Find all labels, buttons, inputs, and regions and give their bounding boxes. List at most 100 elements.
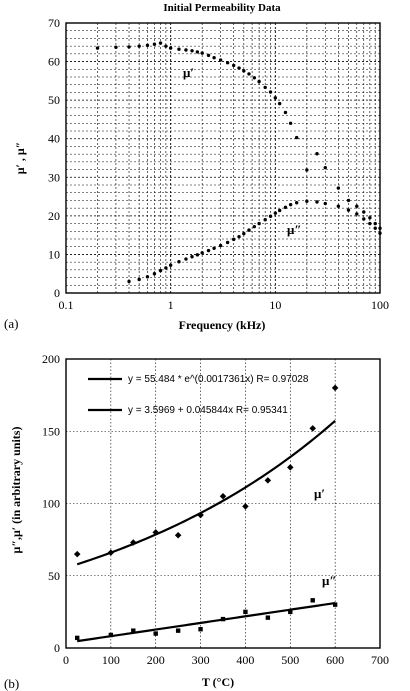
chart-b-x-tick-label: 300 — [192, 653, 210, 667]
chart-b-point-mu-double-prime — [265, 615, 271, 620]
chart-a-point-mu-prime — [346, 198, 351, 203]
chart-a-x-label: Frequency (kHz) — [179, 318, 266, 332]
chart-a-point-mu-prime — [184, 48, 188, 52]
chart-b-point-mu-prime — [219, 493, 227, 500]
chart-a-point-mu-prime — [145, 43, 150, 48]
chart-a-point-mu-double-prime — [137, 277, 141, 282]
chart-a-point-mu-double-prime — [145, 275, 150, 279]
chart-b-point-mu-prime — [73, 550, 81, 558]
chart-b-fit-equation-1: y = 55.484 * e^(0.0017361x) R= 0.97028 — [128, 374, 309, 385]
chart-a-point-mu-double-prime — [346, 208, 351, 212]
chart-a-point-mu-prime — [152, 42, 157, 46]
chart-a-point-mu-double-prime — [277, 208, 282, 213]
chart-b-plot-frame — [65, 358, 381, 649]
chart-a-point-mu-double-prime — [247, 228, 251, 232]
chart-a-point-mu-prime — [257, 79, 261, 84]
chart-b-ticks: 0 100 200 300 400 500 600 700 0 50 100 150 200 — [42, 352, 389, 667]
chart-a-point-mu-prime — [168, 46, 173, 50]
chart-a-point-mu-double-prime — [168, 263, 173, 267]
chart-a-point-mu-prime — [288, 121, 293, 125]
chart-a-point-mu-double-prime — [294, 201, 299, 205]
chart-b-y-tick-label: 50 — [48, 569, 60, 583]
chart-a-point-mu-prime — [373, 221, 377, 226]
chart-a-x-tick-label: 0.1 — [59, 298, 74, 312]
chart-b-fit-equation-2: y = 3.5969 + 0.045844x R= 0.95341 — [128, 405, 288, 416]
chart-a-point-mu-prime — [218, 58, 223, 62]
chart-a-point-mu-prime — [362, 210, 366, 214]
chart-b-x-tick-label: 600 — [326, 653, 344, 667]
chart-a-y-tick-label: 40 — [48, 132, 60, 146]
chart-a-point-mu-prime — [273, 96, 278, 100]
chart-b-marks — [73, 384, 339, 643]
chart-b-point-mu-double-prime — [220, 616, 226, 622]
chart-a-point-mu-double-prime — [231, 237, 236, 242]
chart-a-panel-label: (a) — [4, 316, 18, 331]
chart-a-point-mu-prime — [263, 85, 267, 90]
chart-a-grid — [66, 23, 380, 293]
chart-a-point-mu-prime — [212, 56, 216, 60]
chart-a-point-mu-prime — [137, 44, 141, 48]
chart-a-point-mu-double-prime — [190, 255, 194, 259]
chart-a-point-mu-double-prime — [355, 212, 359, 216]
chart-a-point-mu-prime — [158, 41, 163, 45]
chart-a-point-mu-prime — [294, 135, 299, 140]
chart-a-point-mu-prime — [237, 66, 241, 70]
chart-b-point-mu-prime — [107, 549, 115, 556]
chart-a-marks — [95, 41, 382, 284]
chart-a-y-tick-label: 60 — [48, 55, 60, 69]
chart-a-point-mu-double-prime — [206, 248, 211, 253]
chart-b-point-mu-prime — [130, 539, 137, 546]
chart-a-point-mu-prime — [242, 69, 246, 73]
chart-a-point-mu-double-prime — [378, 231, 382, 235]
chart-b-x-tick-label: 200 — [147, 653, 165, 667]
chart-b-point-mu-double-prime — [175, 628, 181, 633]
chart-b-grid — [66, 359, 380, 648]
chart-a-point-mu-double-prime — [195, 253, 200, 257]
chart-a-x-tick-label: 10 — [269, 298, 281, 312]
chart-a-point-mu-double-prime — [305, 199, 309, 203]
chart-a-point-mu-double-prime — [362, 217, 366, 221]
chart-a: Initial Permeability Data 0.1 1 10 100 0 10 20… — [4, 2, 389, 332]
chart-a-y-tick-label: 0 — [54, 286, 60, 300]
chart-b-point-mu-prime — [197, 511, 204, 519]
chart-b-point-mu-prime — [174, 532, 182, 539]
chart-a-point-mu-double-prime — [127, 279, 131, 284]
chart-a-point-mu-prime — [252, 76, 257, 80]
chart-a-curve-label-mu-double-prime: μ″ — [287, 222, 302, 237]
chart-a-point-mu-prime — [305, 168, 309, 172]
chart-b-x-tick-label: 700 — [371, 653, 389, 667]
chart-a-point-mu-double-prime — [257, 221, 261, 226]
chart-a-y-tick-label: 70 — [48, 16, 60, 30]
chart-b-y-tick-label: 100 — [42, 497, 60, 511]
chart-a-point-mu-double-prime — [336, 204, 341, 208]
chart-b-point-mu-prime — [287, 464, 294, 471]
chart-a-plot-frame — [65, 22, 381, 294]
chart-a-point-mu-prime — [225, 61, 230, 65]
chart-b-fit-line-mu-double-prime — [77, 601, 336, 643]
chart-a-point-mu-prime — [336, 186, 341, 190]
chart-a-point-mu-double-prime — [237, 234, 241, 239]
chart-a-point-mu-prime — [277, 101, 282, 106]
chart-a-y-label: μ′ , μ″ — [13, 142, 27, 175]
chart-a-x-tick-label: 1 — [168, 298, 174, 312]
chart-b-panel-label: (b) — [4, 676, 19, 691]
chart-a-point-mu-double-prime — [273, 211, 278, 215]
chart-a-point-mu-prime — [231, 63, 236, 68]
chart-b-point-mu-prime — [309, 425, 316, 432]
chart-a-point-mu-prime — [190, 49, 194, 53]
chart-b-x-tick-label: 100 — [102, 653, 120, 667]
chart-a-point-mu-double-prime — [283, 205, 288, 210]
chart-a-y-tick-label: 20 — [48, 209, 60, 223]
chart-a-point-mu-prime — [378, 226, 382, 230]
chart-b-point-mu-prime — [331, 384, 339, 392]
chart-b-point-mu-double-prime — [153, 631, 158, 636]
chart-a-point-mu-double-prime — [200, 251, 204, 255]
chart-a-point-mu-double-prime — [263, 218, 267, 222]
chart-a-point-mu-double-prime — [368, 221, 372, 226]
chart-a-point-mu-double-prime — [288, 202, 293, 207]
chart-b-point-mu-prime — [264, 477, 272, 484]
chart-a-point-mu-prime — [127, 45, 131, 49]
chart-a-point-mu-double-prime — [242, 231, 246, 236]
chart-b-point-mu-double-prime — [75, 635, 80, 641]
